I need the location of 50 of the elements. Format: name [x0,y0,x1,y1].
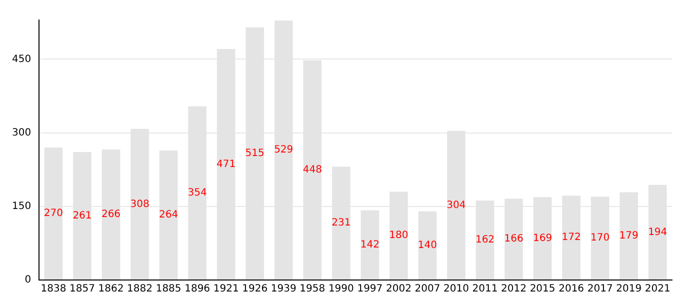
x-tick-label: 1921 [213,284,239,295]
y-tick-label: 300 [12,127,32,138]
x-tick-label: 1990 [328,284,354,295]
data-label: 166 [504,234,524,245]
x-tick-label: 2021 [644,284,670,295]
data-label: 471 [216,158,236,170]
data-label: 354 [188,188,207,199]
x-tick-label: 2011 [472,284,498,295]
x-tick-label: 1885 [156,284,182,295]
x-tick-label: 2007 [414,284,440,295]
data-label: 529 [274,144,294,156]
y-tick-label: 0 [24,274,32,286]
x-tick-label: 2016 [558,284,584,295]
data-label: 266 [101,209,121,220]
x-tick-label: 2010 [444,284,469,295]
y-tick-label: 150 [12,201,32,212]
x-tick-label: 1896 [184,284,210,295]
x-tick-label: 1997 [357,284,383,295]
x-tick-label: 1862 [98,284,124,295]
x-tick-label: 1882 [127,284,153,295]
x-tick-label: 1926 [242,284,268,295]
x-tick-label: 2015 [530,284,556,295]
data-label: 270 [44,208,64,220]
data-label: 264 [159,210,178,221]
x-tick-label: 1939 [270,284,296,295]
x-tick-label: 2012 [501,284,526,295]
x-tick-label: 1857 [70,284,95,295]
data-label: 172 [562,232,581,244]
data-label: 304 [446,200,466,211]
x-tick-label: 2019 [616,284,642,295]
data-label: 194 [648,226,668,238]
bar [360,210,380,280]
bar [418,211,437,280]
data-label: 180 [389,230,408,242]
x-tick-label: 1838 [40,284,66,295]
data-label: 140 [418,240,438,252]
data-label: 169 [532,232,552,244]
data-label: 162 [475,234,495,246]
data-label: 515 [245,148,264,160]
data-label: 261 [72,210,92,222]
data-label: 231 [332,218,351,229]
x-tick-label: 2002 [386,284,412,295]
data-label: 448 [302,164,322,176]
y-tick-label: 450 [12,54,32,65]
data-label: 142 [360,240,380,251]
x-tick-label: 1958 [300,284,326,295]
data-label: 308 [130,198,150,210]
data-label: 179 [619,230,638,242]
data-label: 170 [590,232,610,244]
x-tick-label: 2017 [587,284,613,295]
